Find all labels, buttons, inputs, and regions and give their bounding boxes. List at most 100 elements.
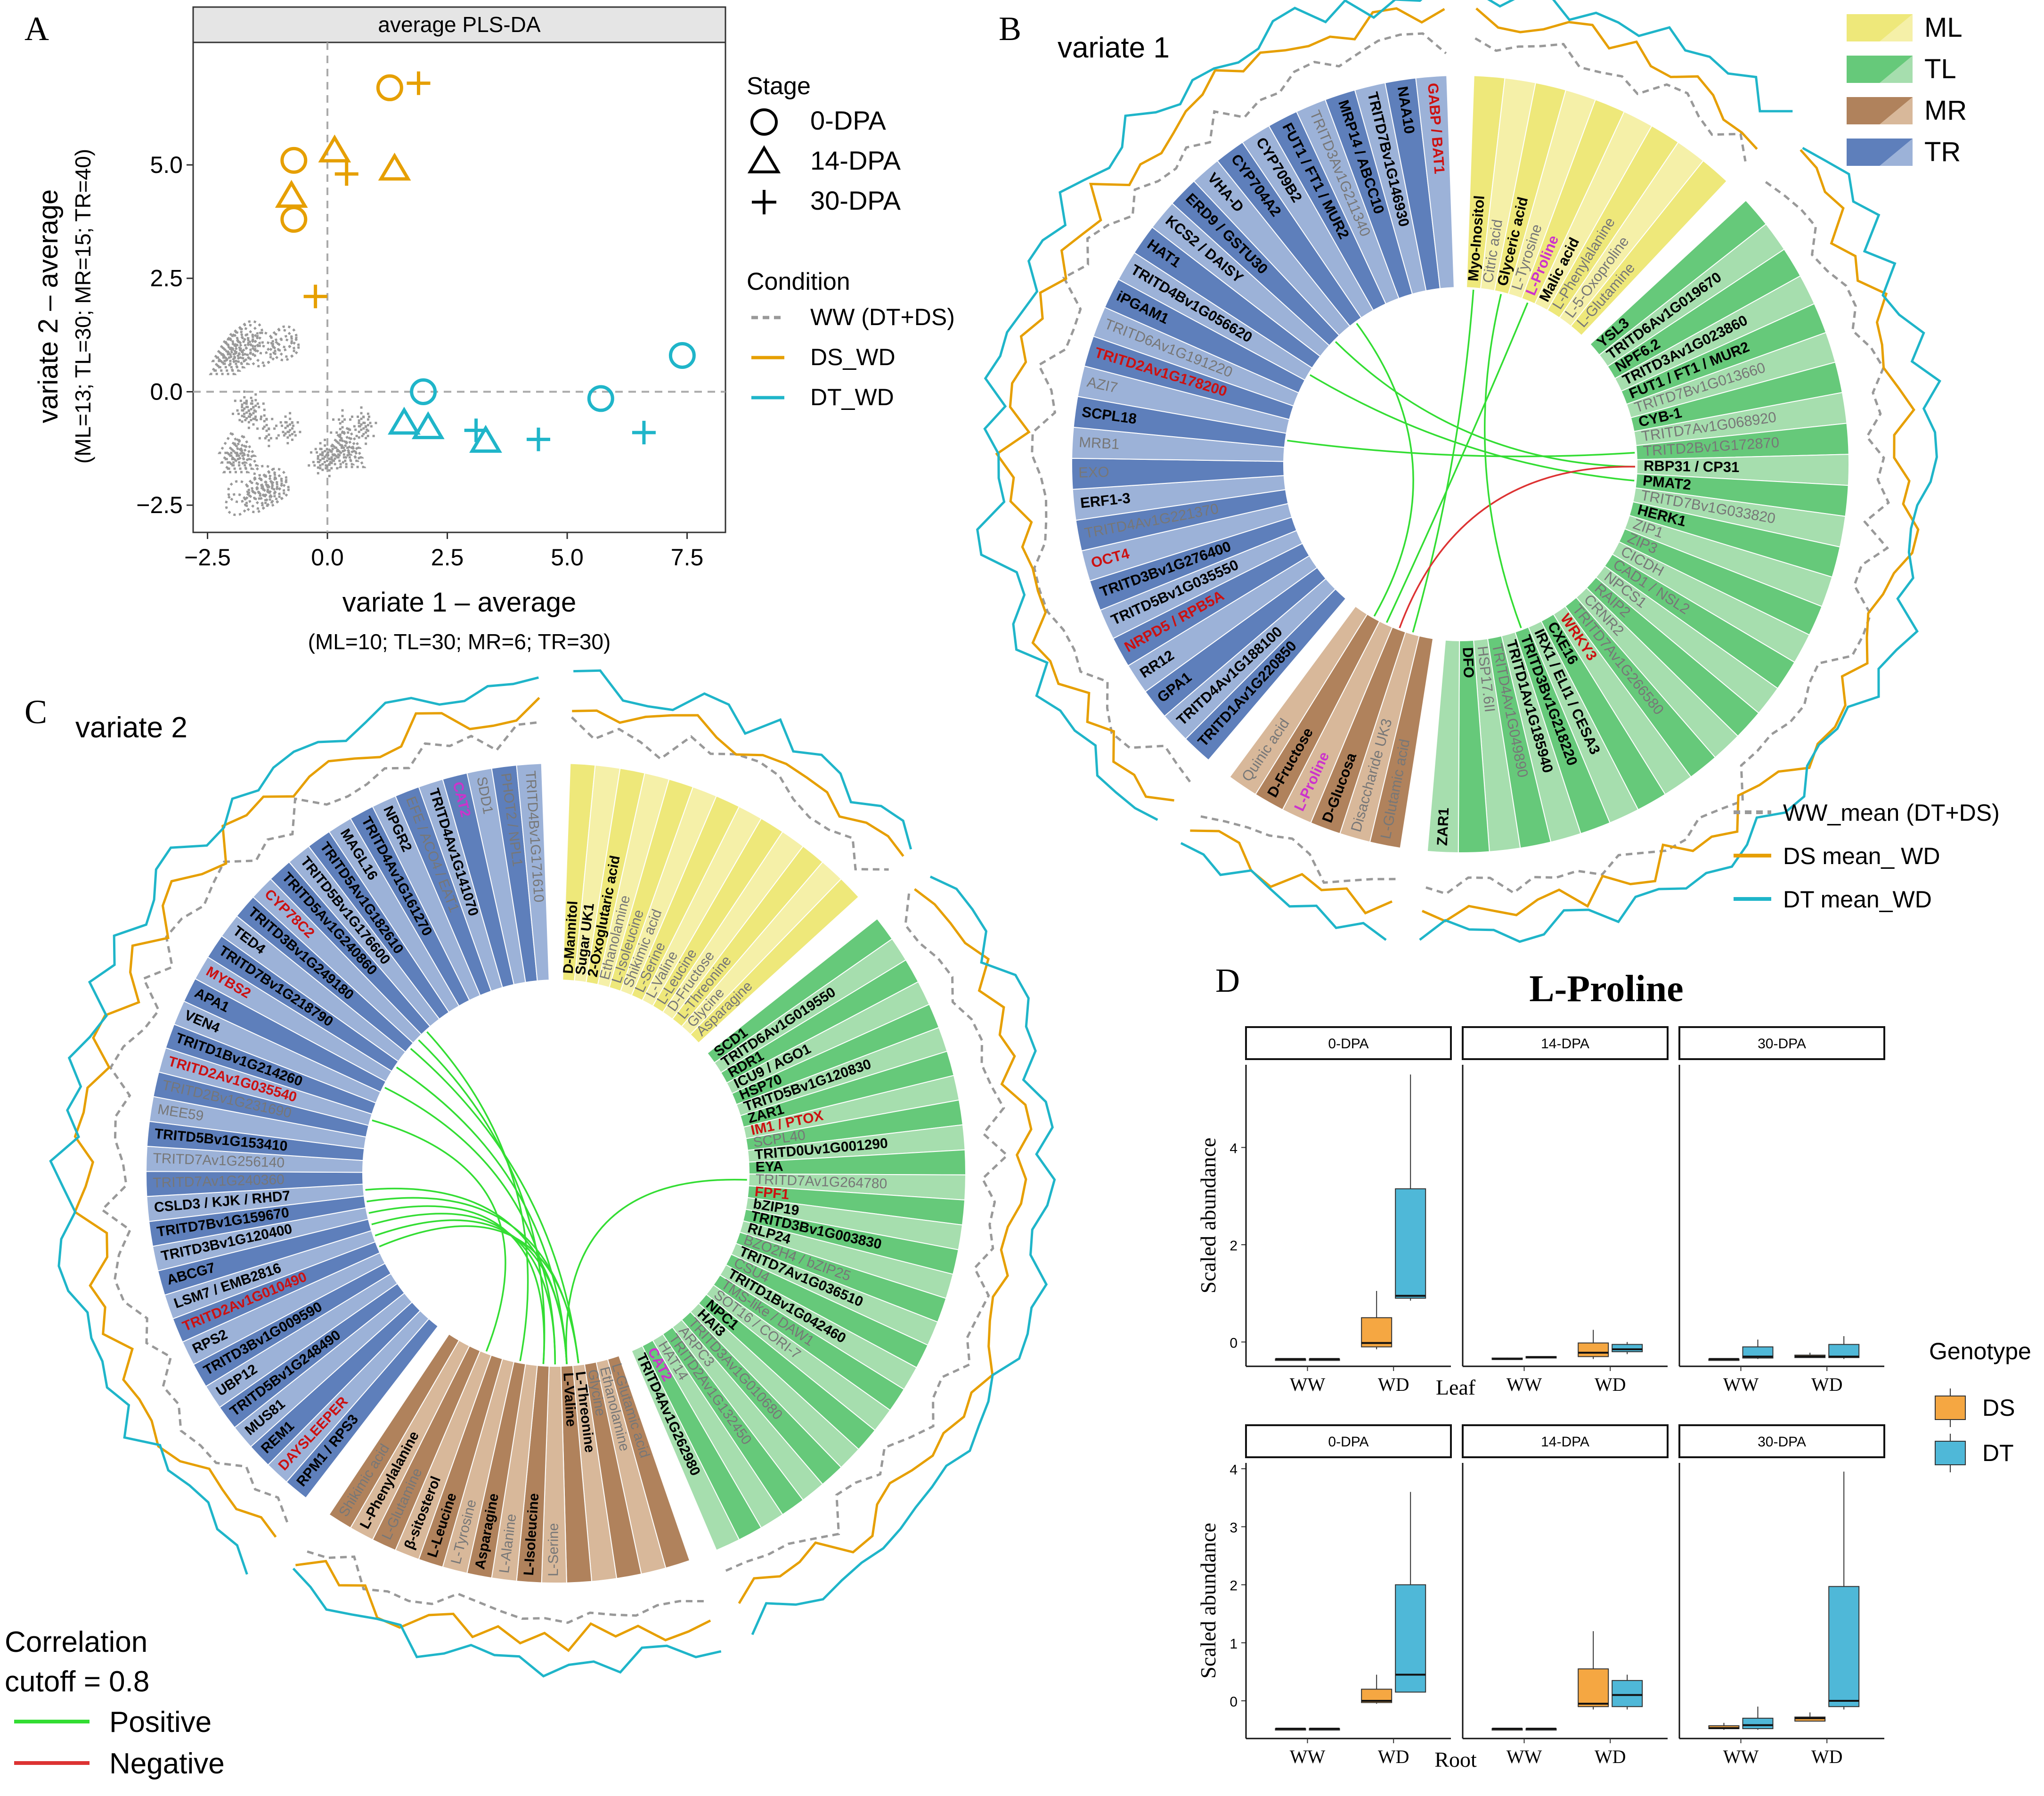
point-ww-triangle xyxy=(327,441,355,465)
y-tick-label: 4 xyxy=(1230,1141,1238,1156)
point-ww-plus xyxy=(319,457,340,479)
point-ww-plus xyxy=(314,439,335,460)
sector-ml xyxy=(1570,160,1728,336)
facet-label: 30-DPA xyxy=(1758,1434,1806,1450)
mean-line-dt xyxy=(292,1567,722,1678)
sector-mr xyxy=(1229,605,1368,795)
point-ww-triangle xyxy=(222,341,251,365)
box-dt-wd xyxy=(1395,1188,1426,1299)
box-dt-wd xyxy=(1612,1680,1643,1707)
point-ww-triangle xyxy=(217,430,246,454)
point-ww-plus xyxy=(317,448,338,469)
point-ww-circle xyxy=(231,327,254,350)
point-dt-circle xyxy=(668,342,696,369)
point-ww-triangle xyxy=(220,440,248,464)
point-dt-circle xyxy=(410,378,437,405)
sector-tl xyxy=(1426,639,1460,853)
point-ww-triangle xyxy=(325,432,353,456)
spoke-label: L-Valine xyxy=(560,1372,578,1427)
point-ww-plus xyxy=(243,406,264,427)
x-tick-label: WD xyxy=(1595,1746,1626,1767)
point-ww-plus xyxy=(312,451,333,473)
facet-label: 14-DPA xyxy=(1541,1434,1589,1450)
y-tick-label: 0 xyxy=(1230,1694,1238,1710)
mean-line-ww xyxy=(304,1550,704,1624)
correlation-link xyxy=(1287,440,1635,457)
point-ww-triangle xyxy=(213,348,242,372)
correlation-link xyxy=(418,1039,546,1364)
legend-stage-circle xyxy=(750,108,778,136)
point-ww-circle xyxy=(251,331,274,355)
legend-swatch-shade-tl xyxy=(1880,56,1913,83)
box-dt-wd xyxy=(1828,1344,1860,1358)
facet-strip xyxy=(1462,1424,1669,1458)
box-ds-wd xyxy=(1578,1668,1609,1707)
point-ww-circle xyxy=(226,330,250,354)
point-ww-circle xyxy=(274,325,298,349)
point-ww-triangle xyxy=(220,331,248,356)
point-ww-plus xyxy=(308,455,329,476)
spoke-label: TRITD7Av1G240360 xyxy=(153,1172,285,1191)
x-tick-label: 0.0 xyxy=(311,544,344,571)
legend-stage-label: 0-DPA xyxy=(810,106,886,135)
plsda-title: average PLS-DA xyxy=(378,12,540,37)
point-ds-plus xyxy=(334,162,358,186)
y-tick-label: −2.5 xyxy=(136,492,183,518)
point-ww-plus xyxy=(349,419,370,441)
point-ww-plus xyxy=(279,412,301,433)
legend-stage-label: 30-DPA xyxy=(810,186,901,215)
correlation-link xyxy=(1335,341,1635,468)
point-ww-plus xyxy=(245,393,266,414)
point-ww-triangle xyxy=(331,438,360,462)
mean-line-ww xyxy=(100,721,540,1523)
mean-line-ww xyxy=(725,893,1009,1572)
point-ds-circle xyxy=(376,74,403,101)
point-ww-circle xyxy=(253,465,277,488)
mean-line-ww xyxy=(1424,181,1890,895)
x-tick-label: WD xyxy=(1378,1374,1409,1395)
facet-label: 0-DPA xyxy=(1328,1036,1368,1052)
mean-line-dt xyxy=(573,669,912,850)
correlation-link xyxy=(1356,323,1414,617)
point-dt-triangle xyxy=(469,425,502,453)
panel-d-lproline-boxplots: L-Proline Scaled abundance 0 2 4 0-DPA WW WD 14-… xyxy=(1196,968,2031,1772)
mean-line-ww xyxy=(571,716,889,871)
point-ww-plus xyxy=(236,400,257,421)
box-dt-wd xyxy=(1612,1344,1643,1353)
box-dt-ww xyxy=(1742,1717,1774,1730)
legend-genotype-label: DS xyxy=(1982,1395,2015,1421)
legend-swatch-shade-tr xyxy=(1880,139,1913,166)
legend-group-label: TL xyxy=(1924,54,1956,84)
facet-label: 14-DPA xyxy=(1541,1036,1589,1052)
panel-c-label: C xyxy=(24,693,47,731)
correlation-legend-title-line2: cutoff = 0.8 xyxy=(5,1665,149,1698)
point-ww-circle xyxy=(269,328,293,352)
x-tick-label: WW xyxy=(1507,1746,1542,1767)
point-ww-plus xyxy=(282,421,303,442)
point-ww-plus xyxy=(234,390,255,411)
mean-line-dt xyxy=(976,0,1423,821)
y-tick-label: 2 xyxy=(1230,1238,1238,1254)
mean-line-ds xyxy=(1475,8,1758,150)
mean-line-dt xyxy=(1419,147,1942,943)
x-tick-label: −2.5 xyxy=(184,544,231,571)
circos-b-title: variate 1 xyxy=(1058,32,1170,64)
point-ww-circle xyxy=(227,480,251,503)
row-label: Root xyxy=(1434,1747,1477,1772)
point-ds-plus xyxy=(303,285,327,309)
x-tick-label: WW xyxy=(1290,1374,1326,1395)
y-axis-title: Scaled abundance xyxy=(1196,1138,1220,1294)
x-tick-label: WW xyxy=(1290,1746,1326,1767)
mean-line-dt xyxy=(1180,842,1387,941)
y-tick-label: 1 xyxy=(1230,1636,1238,1652)
legend-stage-plus xyxy=(752,190,776,214)
point-ww-circle xyxy=(228,340,252,363)
spoke-label: DFO xyxy=(1459,647,1477,678)
spoke-label: EXO xyxy=(1078,464,1109,481)
legend-cond-label: DT_WD xyxy=(810,384,894,410)
point-ww-triangle xyxy=(334,425,362,449)
spoke-label: RBP31 / CP31 xyxy=(1644,457,1740,475)
facet-label: 30-DPA xyxy=(1758,1036,1806,1052)
